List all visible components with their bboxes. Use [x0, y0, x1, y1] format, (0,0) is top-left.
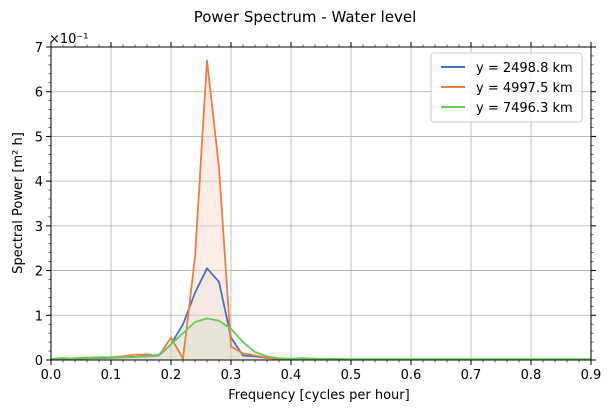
- y-tick-label: 1: [35, 309, 43, 324]
- x-tick-label: 0.3: [221, 368, 242, 383]
- legend-label-3: y = 7496.3 km: [476, 101, 573, 116]
- plot-frame: [50, 46, 592, 361]
- y-tick-label: 0: [35, 354, 43, 369]
- y-tick-label: 3: [35, 220, 43, 235]
- y-tick-label: 7: [35, 41, 43, 56]
- x-axis-label: Frequency [cycles per hour]: [228, 388, 409, 403]
- x-tick-label: 0.8: [521, 368, 542, 383]
- chart-title: Power Spectrum - Water level: [194, 8, 417, 26]
- x-tick-label: 0.7: [461, 368, 482, 383]
- series-3-fill: [51, 318, 591, 360]
- x-tick-label: 0.5: [341, 368, 362, 383]
- y-tick-label: 5: [35, 130, 43, 145]
- y-tick-label: 6: [35, 86, 43, 101]
- x-tick-label: 0.6: [401, 368, 422, 383]
- y-axis-label: Spectral Power [m² h]: [11, 132, 26, 274]
- x-tick-label: 0.0: [41, 368, 62, 383]
- legend: y = 2498.8 km y = 4997.5 km y = 7496.3 k…: [430, 52, 583, 123]
- y-tick-label: 4: [35, 175, 43, 190]
- legend-box: [430, 52, 583, 123]
- series-3-line: [50, 317, 591, 360]
- axis-ticks: 0.0 0.1 0.2 0.3 0.4 0.5 0.6 0.7 0.8 0.9 0 1 2 3 4 5 6 7: [35, 41, 602, 383]
- x-tick-label: 0.4: [281, 368, 302, 383]
- y-tick-label: 2: [35, 265, 43, 280]
- y-axis-multiplier: ×10⁻¹: [49, 32, 89, 47]
- x-tick-label: 0.2: [161, 368, 182, 383]
- x-tick-label: 0.9: [581, 368, 602, 383]
- x-tick-label: 0.1: [101, 368, 122, 383]
- legend-label-1: y = 2498.8 km: [476, 61, 573, 76]
- legend-label-2: y = 4997.5 km: [476, 81, 573, 96]
